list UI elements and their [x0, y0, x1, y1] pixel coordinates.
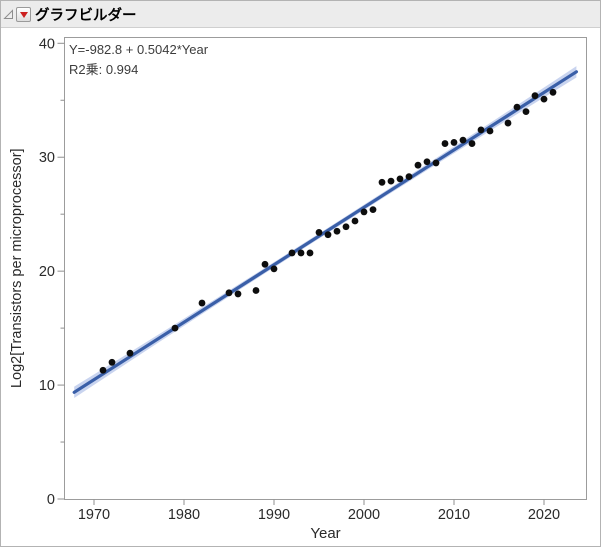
data-point[interactable]: [450, 139, 458, 146]
data-point[interactable]: [504, 119, 512, 127]
x-axis-title[interactable]: Year: [310, 525, 340, 542]
data-point[interactable]: [360, 208, 368, 216]
y-tick-label[interactable]: 30: [39, 150, 55, 166]
data-point[interactable]: [396, 175, 404, 183]
data-point[interactable]: [324, 231, 332, 239]
data-point[interactable]: [171, 324, 179, 332]
data-point[interactable]: [225, 289, 233, 297]
data-point[interactable]: [198, 299, 206, 307]
fit-annotation: Y=-982.8 + 0.5042*Year R2乗: 0.994: [69, 40, 208, 80]
y-axis-title[interactable]: Log2[Transistors per microprocessor]: [9, 148, 25, 388]
data-point[interactable]: [540, 95, 548, 103]
red-triangle-menu-button[interactable]: [16, 6, 31, 22]
data-point[interactable]: [477, 126, 485, 134]
data-point[interactable]: [342, 223, 350, 231]
data-point[interactable]: [522, 108, 530, 116]
data-point[interactable]: [513, 103, 521, 111]
data-point[interactable]: [369, 206, 377, 214]
red-triangle-icon: [19, 11, 28, 18]
data-point[interactable]: [378, 178, 386, 186]
data-point[interactable]: [108, 358, 116, 366]
data-point[interactable]: [423, 158, 431, 166]
data-point[interactable]: [333, 227, 341, 235]
x-tick-label[interactable]: 1980: [168, 507, 200, 523]
y-tick-label[interactable]: 40: [39, 36, 55, 52]
data-point[interactable]: [261, 260, 269, 268]
y-tick-label[interactable]: 0: [47, 492, 55, 508]
data-point[interactable]: [486, 127, 494, 135]
data-point[interactable]: [234, 290, 242, 298]
fit-rsquare-text: R2乗: 0.994: [69, 62, 139, 77]
x-tick-label[interactable]: 1990: [258, 507, 290, 523]
data-point[interactable]: [387, 177, 395, 185]
data-point[interactable]: [306, 249, 314, 257]
data-point[interactable]: [297, 249, 305, 257]
panel-title: グラフビルダー: [35, 7, 137, 24]
x-tick-label[interactable]: 2020: [528, 507, 560, 523]
data-point[interactable]: [459, 136, 467, 144]
x-tick-label[interactable]: 1970: [78, 507, 110, 523]
panel-header: グラフビルダー: [1, 1, 600, 28]
data-point[interactable]: [288, 249, 296, 257]
x-tick-label[interactable]: 2000: [348, 507, 380, 523]
data-point[interactable]: [405, 173, 413, 180]
data-point[interactable]: [252, 287, 260, 294]
outline-collapse-icon[interactable]: [3, 8, 14, 20]
data-point[interactable]: [432, 159, 440, 167]
data-point[interactable]: [531, 92, 539, 100]
data-point[interactable]: [441, 140, 449, 147]
y-tick-label[interactable]: 10: [39, 378, 55, 394]
data-point[interactable]: [99, 366, 107, 374]
data-point[interactable]: [126, 349, 134, 357]
x-tick-label[interactable]: 2010: [438, 507, 470, 523]
plot-frame: [64, 37, 587, 500]
fit-equation-text: Y=-982.8 + 0.5042*Year: [69, 42, 209, 57]
data-point[interactable]: [351, 217, 359, 225]
y-tick-label[interactable]: 20: [39, 264, 55, 280]
data-point[interactable]: [315, 229, 323, 236]
regression-line: [72, 70, 579, 394]
data-point[interactable]: [270, 265, 278, 273]
data-point[interactable]: [468, 140, 476, 147]
data-point[interactable]: [414, 161, 422, 169]
data-point[interactable]: [549, 88, 557, 96]
